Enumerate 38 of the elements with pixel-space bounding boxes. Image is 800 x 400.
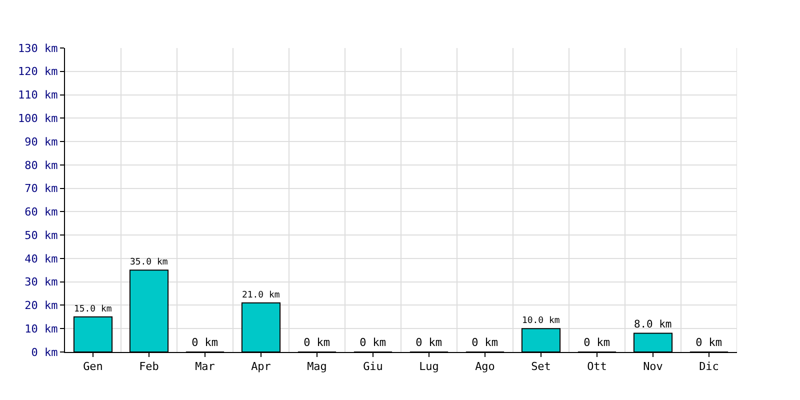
y-tick-label: 40 km	[24, 252, 58, 266]
x-tick-label: Mag	[307, 360, 327, 374]
y-tick-label: 110 km	[18, 88, 58, 102]
y-tick-label: 70 km	[24, 182, 58, 196]
x-tick-label: Set	[531, 360, 551, 374]
data-label: 0 km	[416, 336, 442, 349]
x-tick-label: Nov	[643, 360, 664, 374]
y-tick-label: 60 km	[24, 206, 58, 219]
y-tick-label: 90 km	[24, 135, 58, 148]
x-tick-label: Ago	[475, 360, 495, 374]
x-tick-label: Ott	[587, 360, 607, 374]
data-label: 0 km	[192, 336, 218, 349]
x-tick-label: Giu	[363, 360, 383, 374]
data-label: 0 km	[584, 336, 610, 349]
x-tick-label: Dic	[699, 360, 719, 374]
x-tick-label: Apr	[251, 360, 272, 374]
y-tick-label: 10 km	[24, 322, 58, 336]
data-label: 0 km	[360, 336, 386, 349]
y-tick-label: 20 km	[24, 299, 58, 312]
y-tick-label: 80 km	[24, 158, 58, 172]
x-tick-label: Feb	[139, 360, 159, 374]
data-label: 21.0 km	[242, 290, 280, 300]
x-tick-label: Gen	[83, 360, 103, 374]
y-tick-label: 50 km	[24, 228, 58, 242]
data-label: 15.0 km	[74, 304, 112, 314]
data-label: 0 km	[696, 336, 722, 349]
data-label: 0 km	[472, 336, 498, 349]
y-tick-label: 0 km	[31, 346, 58, 359]
data-label: 10.0 km	[522, 316, 560, 326]
y-tick-label: 130 km	[18, 42, 58, 55]
y-tick-label: 100 km	[18, 112, 58, 125]
data-label: 8.0 km	[634, 318, 672, 330]
y-tick-label: 30 km	[24, 276, 58, 289]
x-tick-label: Mar	[195, 360, 216, 374]
y-tick-label: 120 km	[18, 65, 58, 78]
data-label: 35.0 km	[130, 258, 168, 268]
x-tick-label: Lug	[419, 360, 439, 374]
data-label: 0 km	[304, 336, 330, 349]
